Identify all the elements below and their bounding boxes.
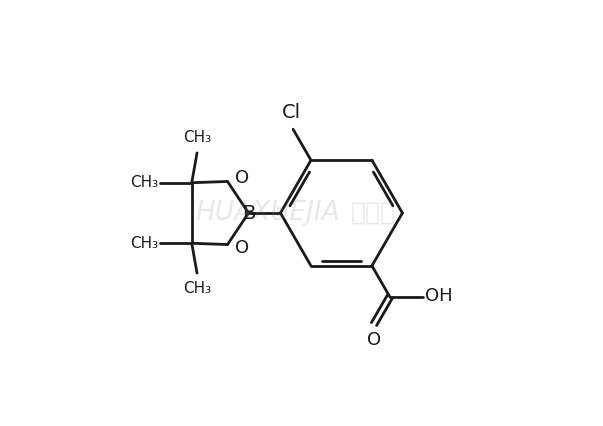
Text: O: O	[235, 239, 249, 257]
Text: 化学加: 化学加	[350, 201, 396, 225]
Text: B: B	[242, 204, 255, 222]
Text: CH₃: CH₃	[130, 175, 158, 190]
Text: Cl: Cl	[282, 103, 300, 122]
Text: CH₃: CH₃	[183, 281, 211, 296]
Text: CH₃: CH₃	[130, 236, 158, 251]
Text: O: O	[235, 169, 249, 187]
Text: CH₃: CH₃	[183, 130, 211, 145]
Text: OH: OH	[425, 287, 452, 305]
Text: HUAXUEJIA: HUAXUEJIA	[195, 200, 340, 226]
Text: ®: ®	[271, 206, 285, 219]
Text: O: O	[367, 331, 382, 349]
